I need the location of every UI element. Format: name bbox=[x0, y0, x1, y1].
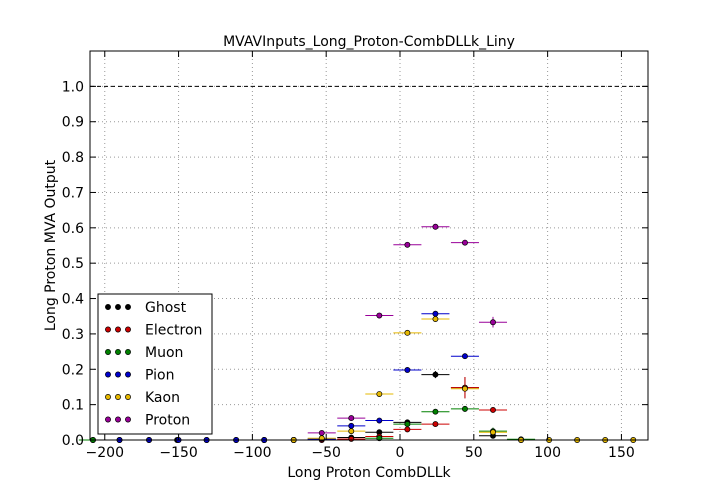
data-point bbox=[348, 422, 355, 429]
legend-marker bbox=[125, 394, 131, 400]
data-point bbox=[462, 239, 468, 246]
data-point bbox=[404, 241, 411, 248]
x-tick-label: 50 bbox=[465, 445, 483, 461]
legend-marker bbox=[125, 371, 131, 378]
y-tick-label: 0.7 bbox=[62, 185, 84, 201]
x-axis-title: Long Proton CombDLLk bbox=[287, 465, 451, 481]
data-point bbox=[376, 391, 383, 397]
legend-marker bbox=[115, 304, 121, 310]
legend-marker bbox=[105, 304, 111, 310]
y-tick-label: 0.5 bbox=[62, 256, 84, 272]
data-point bbox=[462, 385, 468, 392]
legend-marker bbox=[105, 416, 111, 423]
data-point bbox=[432, 310, 439, 317]
legend-marker bbox=[115, 416, 121, 423]
legend-marker bbox=[125, 304, 131, 310]
legend-label: Electron bbox=[145, 323, 202, 339]
data-point bbox=[348, 435, 355, 442]
x-tick-label: −50 bbox=[311, 445, 341, 461]
data-point bbox=[376, 417, 383, 424]
legend-marker bbox=[115, 371, 121, 378]
legend-box bbox=[97, 293, 213, 435]
data-point bbox=[490, 319, 496, 326]
data-point bbox=[432, 316, 439, 323]
legend: Ghost Electron Muon Pion Kaon Proton bbox=[97, 293, 213, 435]
data-point bbox=[462, 405, 468, 412]
data-point bbox=[318, 429, 325, 436]
data-point bbox=[432, 223, 439, 230]
y-tick-label: 0.1 bbox=[62, 398, 84, 414]
y-tick-label: 1.0 bbox=[62, 79, 84, 95]
y-axis-title: Long Proton MVA Output bbox=[43, 159, 59, 331]
series-proton bbox=[307, 223, 508, 436]
legend-label: Muon bbox=[145, 345, 183, 361]
legend-marker bbox=[105, 394, 111, 400]
legend-marker bbox=[125, 326, 131, 333]
series-layer bbox=[78, 223, 648, 443]
data-point bbox=[490, 429, 496, 436]
x-tick-label: −100 bbox=[233, 445, 271, 461]
y-tick-label: 0.6 bbox=[62, 221, 84, 237]
x-tick-label: 150 bbox=[608, 445, 635, 461]
legend-label: Proton bbox=[145, 413, 190, 429]
data-point bbox=[348, 415, 355, 422]
data-point bbox=[348, 428, 355, 435]
x-tick-label: 0 bbox=[396, 445, 405, 461]
data-point bbox=[404, 329, 411, 336]
y-tick-label: 0.2 bbox=[62, 362, 84, 378]
legend-marker bbox=[105, 326, 111, 333]
legend-marker bbox=[125, 349, 131, 355]
data-point bbox=[490, 406, 496, 413]
legend-marker bbox=[105, 349, 111, 355]
data-point bbox=[432, 408, 439, 415]
plot-frame bbox=[89, 50, 649, 441]
y-tick-label: 0.4 bbox=[62, 292, 84, 308]
legend-marker bbox=[105, 371, 111, 378]
legend-label: Kaon bbox=[145, 390, 180, 406]
y-tick-label: 0.8 bbox=[62, 150, 84, 166]
x-tick-label: −200 bbox=[86, 445, 124, 461]
data-point bbox=[462, 353, 468, 360]
legend-marker bbox=[125, 416, 131, 423]
axis-ticks: −200 −150 −100 −50 0 50 100 150 0.0 0.1 0.2 0.3 0.4 0… bbox=[62, 51, 648, 461]
legend-marker bbox=[115, 349, 121, 355]
data-point bbox=[404, 421, 411, 428]
x-tick-label: −150 bbox=[159, 445, 197, 461]
legend-marker bbox=[115, 326, 121, 333]
legend-label: Pion bbox=[145, 368, 174, 384]
data-point bbox=[404, 426, 411, 433]
data-point bbox=[404, 367, 411, 373]
legend-label: Ghost bbox=[145, 300, 187, 316]
data-point bbox=[432, 421, 439, 428]
y-tick-label: 0.0 bbox=[62, 433, 84, 449]
data-point bbox=[376, 312, 383, 319]
y-tick-label: 0.3 bbox=[62, 327, 84, 343]
data-point bbox=[432, 371, 439, 378]
legend-marker bbox=[115, 394, 121, 400]
chart-title: MVAVInputs_Long_Proton-CombDLLk_Liny bbox=[223, 34, 515, 50]
y-tick-label: 0.9 bbox=[62, 115, 84, 131]
x-tick-label: 100 bbox=[534, 445, 561, 461]
